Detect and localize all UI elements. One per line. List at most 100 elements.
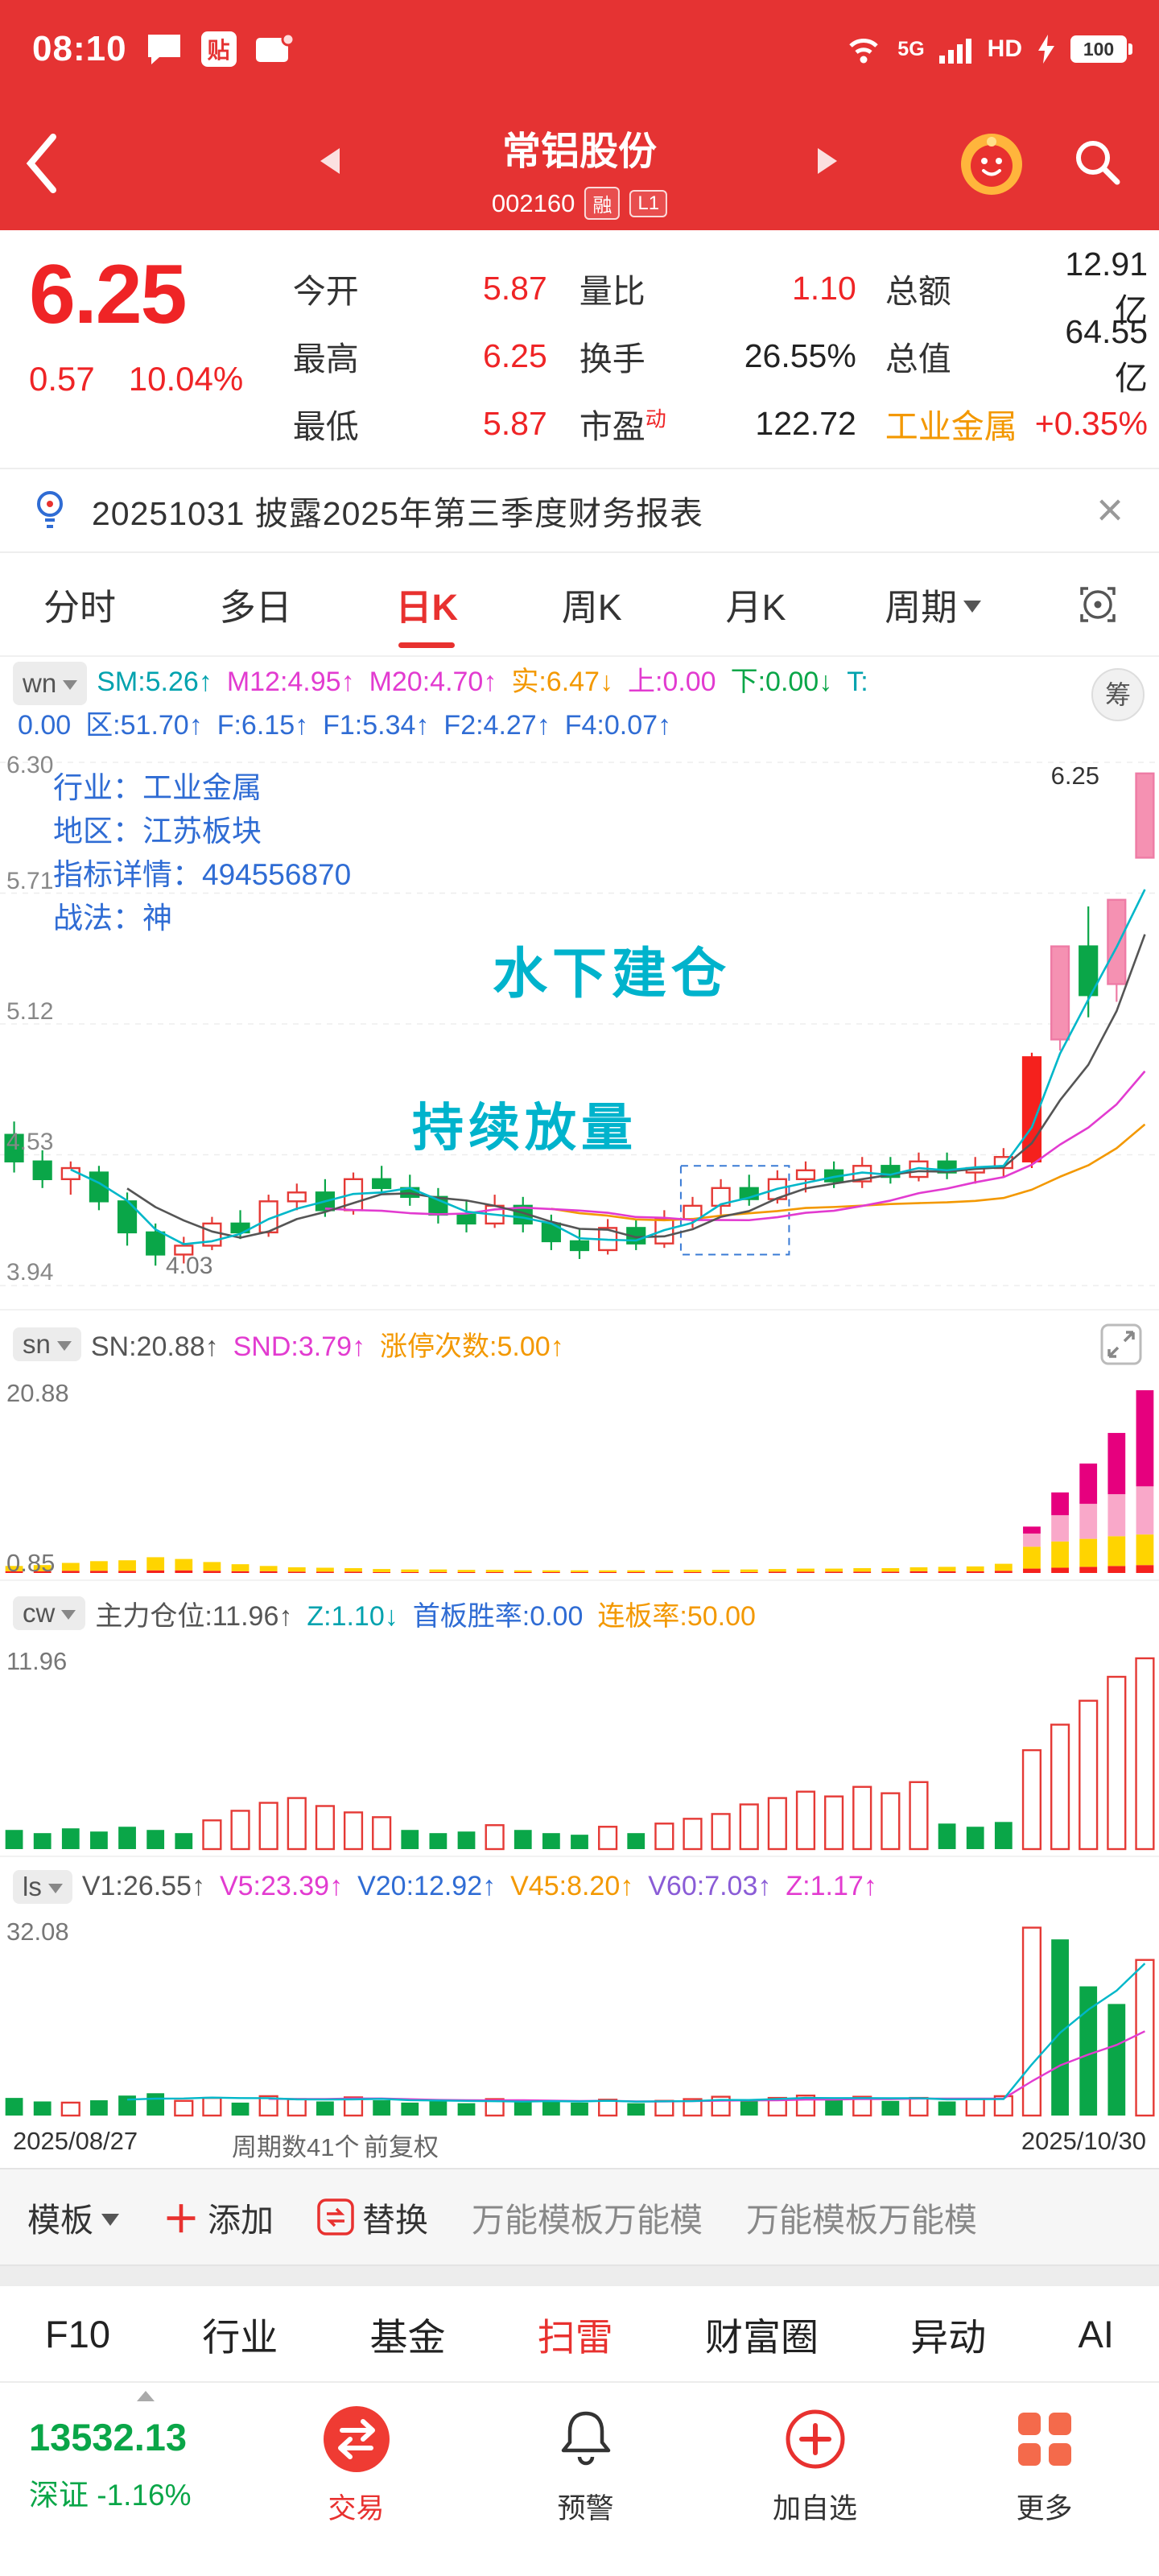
tab-period-dropdown[interactable]: 周期 <box>885 578 982 630</box>
search-icon[interactable] <box>1070 135 1124 188</box>
sector-label[interactable]: 工业金属 <box>885 408 1017 445</box>
ls-values: V1:26.55↑ V5:23.39↑ V20:12.92↑ V45:8.20↑ V60… <box>82 1871 892 1902</box>
mktcap-value: 64.55亿 <box>1065 312 1148 397</box>
template-dropdown[interactable]: 模板 <box>27 2193 119 2241</box>
function-tab-AI[interactable]: AI <box>1078 2312 1114 2355</box>
function-tab-基金[interactable]: 基金 <box>369 2315 446 2359</box>
annotation-underwater-build: 水下建仓 <box>493 943 732 1005</box>
battery-level: 100 <box>1083 38 1115 60</box>
prev-stock-icon[interactable] <box>320 148 340 174</box>
amount-value: 12.91亿 <box>1065 245 1148 329</box>
indicator-segment: SM:5.26↑ <box>97 667 212 697</box>
cw-indicator-chart[interactable]: 11.96 <box>0 1645 1159 1856</box>
function-tab-异动[interactable]: 异动 <box>910 2315 987 2359</box>
message-bubble-icon <box>147 35 180 64</box>
chart-tabs: 分时 多日 日K 周K 月K 周期 <box>0 553 1159 657</box>
region-line: 地区：江苏板块 <box>53 815 262 848</box>
volume-chart[interactable]: 32.08 <box>0 1916 1159 2126</box>
ls-ymax-label: 32.08 <box>6 1918 69 1946</box>
y-axis-label: 6.30 <box>6 752 54 779</box>
announcement-text[interactable]: 20251031 披露2025年第三季度财务报表 <box>92 495 704 532</box>
indicator-segment: 下:0.00↓ <box>730 667 833 697</box>
indicator-segment: F4:0.07↑ <box>564 710 672 741</box>
indicator-segment: 主力仓位:11.96↑ <box>95 1600 293 1632</box>
bell-icon <box>561 2411 610 2466</box>
status-bar: 08:10 贴 5G HD 100 <box>0 0 1159 98</box>
function-tab-F10[interactable]: F10 <box>45 2312 110 2355</box>
tab-周K[interactable]: 周K <box>561 587 622 628</box>
period-count-label: 周期数41个 <box>232 2133 360 2162</box>
chevron-down-icon <box>101 2213 119 2226</box>
index-expand-caret-icon[interactable] <box>137 2391 155 2402</box>
nav-alert[interactable]: 预警 <box>471 2402 700 2527</box>
pe-label: 市盈动 <box>579 407 666 445</box>
y-axis-label: 5.12 <box>6 998 54 1026</box>
mktcap-label: 总值 <box>885 341 951 378</box>
indicator-dropdown-wn[interactable]: wn <box>13 662 88 706</box>
nav-trade[interactable]: 交易 <box>241 2402 471 2527</box>
indicator-dropdown-ls[interactable]: ls <box>13 1869 72 1904</box>
indicator-segment: 区:51.70↑ <box>85 710 203 741</box>
function-tab-扫雷[interactable]: 扫雷 <box>537 2315 613 2359</box>
quote-row: 最低 5.87 市盈动 122.72 工业金属 +0.35% <box>293 390 1148 457</box>
chevron-down-icon <box>63 680 78 691</box>
price-change-pct: 10.04% <box>128 360 244 398</box>
vol-ratio-label: 量比 <box>579 273 645 310</box>
cw-canvas[interactable] <box>0 1645 1159 1856</box>
sn-indicator-chart[interactable]: 20.88 0.85 <box>0 1377 1159 1580</box>
indicator-segment: 0.00 <box>18 710 72 741</box>
back-icon[interactable] <box>23 132 60 195</box>
start-date-label: 2025/08/27 <box>13 2127 138 2156</box>
indicator-segment: V1:26.55↑ <box>81 1871 205 1902</box>
chevron-down-icon <box>47 1883 63 1893</box>
add-template-button[interactable]: ＋添加 <box>163 2190 274 2244</box>
indicator-segment: M20:4.70↑ <box>369 667 497 697</box>
tab-日K[interactable]: 日K <box>391 555 464 653</box>
replace-template-button[interactable]: 替换 <box>317 2193 428 2241</box>
indicator-dropdown-sn[interactable]: sn <box>13 1327 81 1361</box>
bottom-nav: 13532.13 深证 -1.16% 交易 预警 加自选 更多 <box>0 2381 1159 2576</box>
section-divider <box>0 2266 1159 2287</box>
quote-row: 今开 5.87 量比 1.10 总额 12.91亿 <box>293 246 1148 329</box>
function-tab-行业[interactable]: 行业 <box>202 2315 278 2359</box>
tab-多日[interactable]: 多日 <box>219 587 292 628</box>
adjust-mode-label[interactable]: 前复权 <box>364 2133 439 2162</box>
nav-add-watchlist[interactable]: 加自选 <box>700 2402 930 2527</box>
index-quote[interactable]: 13532.13 深证 -1.16% <box>29 2415 192 2514</box>
indicator-segment: 连板率:50.00 <box>597 1600 756 1632</box>
expand-icon[interactable] <box>1099 1323 1143 1366</box>
strategy-line: 战法：神 <box>53 902 172 935</box>
turnover-value: 26.55% <box>744 336 856 374</box>
template-bar: 模板 ＋添加 替换 万能模板万能模 万能模板万能模 <box>0 2168 1159 2267</box>
stock-name: 常铝股份 <box>501 130 657 173</box>
kline-canvas[interactable] <box>0 750 1159 1309</box>
tab-月K[interactable]: 月K <box>725 587 786 628</box>
high-value: 6.25 <box>482 336 547 374</box>
function-tab-财富圈[interactable]: 财富圈 <box>705 2315 819 2359</box>
nav-more[interactable]: 更多 <box>930 2402 1159 2527</box>
tab-分时[interactable]: 分时 <box>43 587 117 628</box>
replace-icon <box>317 2198 354 2235</box>
low-value: 5.87 <box>482 404 547 442</box>
announcement-bar[interactable]: 20251031 披露2025年第三季度财务报表 × <box>0 468 1159 553</box>
chevron-down-icon <box>963 601 982 613</box>
indicator-segment: 实:6.47↓ <box>511 667 613 697</box>
gift-activity-icon[interactable] <box>958 130 1025 198</box>
mail-notification-icon <box>255 33 293 62</box>
chart-settings-icon[interactable] <box>1075 582 1120 627</box>
template-name-list: 万能模板万能模 万能模板万能模 <box>472 2193 977 2241</box>
quote-grid[interactable]: 今开 5.87 量比 1.10 总额 12.91亿 最高 6.25 换手 26.… <box>293 246 1148 468</box>
main-kline-chart[interactable]: 6.30 5.71 5.12 4.53 3.94 行业：工业金属 地区：江苏板块… <box>0 750 1159 1310</box>
template-name[interactable]: 万能模板万能模 <box>746 2202 977 2240</box>
next-stock-icon[interactable] <box>818 148 837 174</box>
volume-canvas[interactable] <box>0 1916 1159 2125</box>
sn-canvas[interactable] <box>0 1377 1159 1579</box>
indicator-dropdown-cw[interactable]: cw <box>13 1596 86 1631</box>
chip-distribution-button[interactable]: 筹 <box>1091 668 1145 721</box>
cw-values: 主力仓位:11.96↑ Z:1.10↓ 首板胜率:0.00 连板率:50.00 <box>95 1594 770 1633</box>
close-icon[interactable]: × <box>1096 484 1124 536</box>
indicator-segment: M12:4.95↑ <box>226 667 355 697</box>
stock-code: 002160 <box>491 188 575 217</box>
template-name[interactable]: 万能模板万能模 <box>472 2202 703 2240</box>
clock: 08:10 <box>32 29 127 68</box>
